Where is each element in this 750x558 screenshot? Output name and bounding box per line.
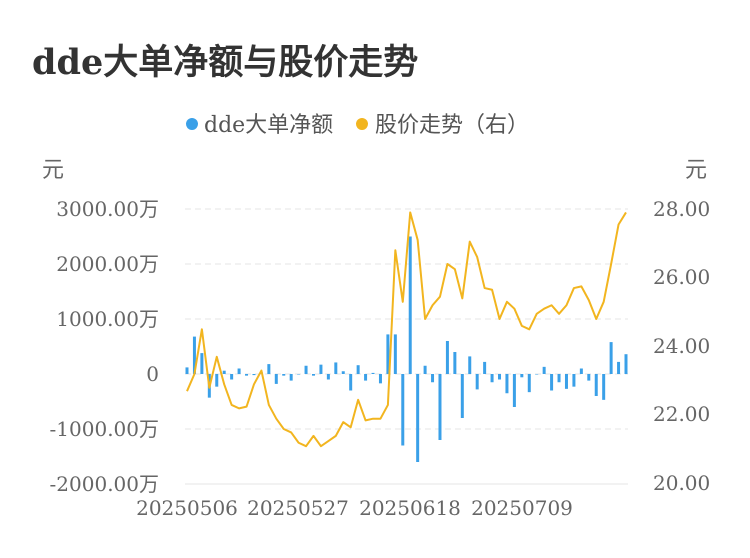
bar bbox=[490, 374, 494, 383]
bar bbox=[438, 374, 442, 440]
left-tick-label: -1000.00万 bbox=[50, 417, 159, 441]
bar bbox=[252, 374, 256, 376]
bar bbox=[535, 374, 539, 375]
legend-label-price: 股价走势（右） bbox=[375, 113, 529, 138]
bar bbox=[579, 368, 583, 374]
bar bbox=[550, 374, 554, 391]
bar bbox=[609, 342, 613, 374]
bar bbox=[475, 374, 479, 390]
right-tick-label: 20.00 bbox=[653, 471, 710, 495]
left-tick-label: 3000.00万 bbox=[56, 197, 159, 221]
bar bbox=[393, 334, 397, 374]
bar bbox=[423, 365, 427, 374]
bar bbox=[453, 352, 457, 374]
bar bbox=[378, 374, 382, 384]
bar bbox=[334, 362, 338, 374]
bar bbox=[460, 374, 464, 418]
bar bbox=[245, 374, 249, 376]
legend-marker-dde bbox=[186, 118, 198, 130]
bar bbox=[483, 361, 487, 374]
bar bbox=[304, 365, 308, 374]
bar bbox=[468, 356, 472, 374]
legend-label-dde: dde大单净额 bbox=[204, 113, 333, 138]
bar bbox=[215, 374, 219, 387]
line-series bbox=[186, 211, 627, 448]
bar bbox=[319, 364, 323, 374]
bar bbox=[326, 374, 330, 380]
bar bbox=[192, 336, 196, 374]
bar bbox=[311, 374, 315, 376]
bar bbox=[527, 374, 531, 393]
x-axis-ticks: 20250506 20250527 20250618 20250709 bbox=[136, 496, 573, 520]
bar bbox=[230, 374, 234, 380]
bar bbox=[416, 374, 420, 462]
bar-series bbox=[185, 236, 628, 462]
bar bbox=[498, 374, 502, 380]
bar bbox=[222, 370, 226, 374]
left-tick-label: 1000.00万 bbox=[56, 307, 159, 331]
bar bbox=[386, 334, 390, 374]
bar bbox=[512, 374, 516, 407]
bar bbox=[587, 374, 591, 381]
bar bbox=[617, 361, 621, 374]
bar bbox=[289, 374, 293, 381]
page-title: dde大单净额与股价走势 bbox=[32, 42, 419, 83]
x-tick-label: 20250618 bbox=[359, 496, 461, 520]
bar bbox=[520, 374, 524, 378]
bar bbox=[505, 374, 509, 394]
right-tick-label: 22.00 bbox=[653, 402, 710, 426]
bar bbox=[557, 374, 561, 383]
bar bbox=[542, 366, 546, 374]
left-axis-ticks: 3000.00万 2000.00万 1000.00万 0 -1000.00万 -… bbox=[50, 197, 159, 496]
bar bbox=[297, 374, 301, 375]
bar bbox=[282, 374, 286, 376]
bar bbox=[572, 374, 576, 387]
bar bbox=[445, 341, 449, 374]
bar bbox=[594, 374, 598, 396]
bar bbox=[237, 368, 241, 374]
bar bbox=[200, 353, 204, 374]
left-tick-label: 0 bbox=[146, 362, 159, 386]
x-tick-label: 20250527 bbox=[247, 496, 349, 520]
right-tick-label: 24.00 bbox=[653, 334, 710, 358]
legend-marker-price bbox=[356, 118, 368, 130]
left-tick-label: 2000.00万 bbox=[56, 252, 159, 276]
left-axis-unit: 元 bbox=[42, 158, 64, 183]
bar bbox=[624, 354, 628, 374]
bar bbox=[401, 374, 405, 446]
right-axis-ticks: 28.00 26.00 24.00 22.00 20.00 bbox=[653, 197, 710, 495]
right-tick-label: 26.00 bbox=[653, 265, 710, 289]
bar bbox=[267, 364, 271, 374]
bar bbox=[356, 365, 360, 374]
bar bbox=[185, 367, 189, 374]
bar bbox=[408, 236, 412, 374]
right-tick-label: 28.00 bbox=[653, 197, 710, 221]
bar bbox=[602, 374, 606, 400]
bar bbox=[431, 374, 435, 383]
x-tick-label: 20250506 bbox=[136, 496, 238, 520]
right-axis-unit: 元 bbox=[685, 158, 707, 183]
bar bbox=[341, 371, 345, 374]
bar bbox=[364, 374, 368, 381]
left-tick-label: -2000.00万 bbox=[50, 472, 159, 496]
price-line bbox=[186, 211, 627, 448]
bar bbox=[564, 374, 568, 389]
legend: dde大单净额 股价走势（右） bbox=[186, 113, 529, 138]
bar bbox=[371, 372, 375, 374]
x-tick-label: 20250709 bbox=[471, 496, 573, 520]
bar bbox=[349, 374, 353, 391]
bar bbox=[274, 374, 278, 384]
